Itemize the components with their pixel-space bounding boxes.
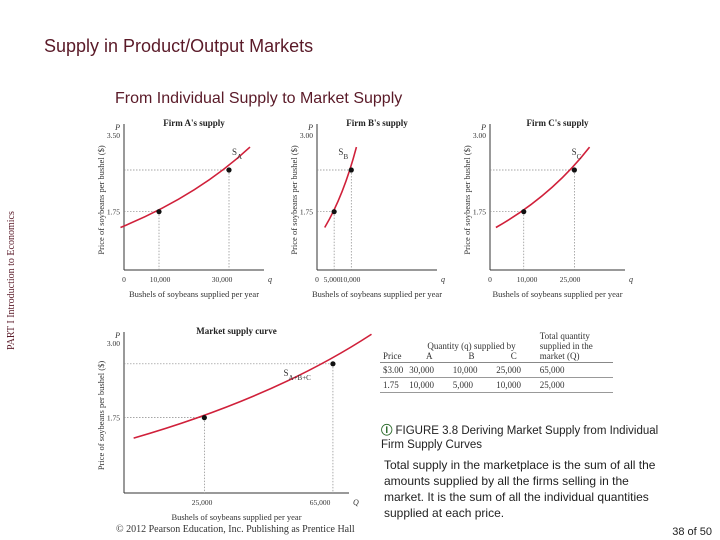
data-point bbox=[571, 167, 577, 173]
row-total: 25,000 bbox=[536, 377, 613, 393]
x-tick-label: 65,000 bbox=[310, 498, 331, 507]
x-axis-label: Bushels of soybeans supplied per year bbox=[312, 289, 442, 299]
chart-title: Firm C's supply bbox=[526, 118, 589, 128]
x-tick-label: 0 bbox=[488, 275, 492, 284]
col-price-header: Price bbox=[380, 330, 407, 363]
firm-b-header: B bbox=[468, 351, 475, 361]
firm-a-header: A bbox=[426, 351, 433, 361]
x-axis-symbol: q bbox=[268, 275, 272, 284]
x-tick-label: 10,000 bbox=[517, 275, 538, 284]
curve-label: SA+B+C bbox=[284, 368, 312, 382]
curve-label: SC bbox=[572, 147, 582, 161]
row-qty-a: 30,000 bbox=[406, 362, 450, 378]
figure-caption-text: FIGURE 3.8 Deriving Market Supply from I… bbox=[381, 425, 659, 451]
slide-number: 38 of 50 bbox=[672, 526, 712, 538]
supply-curve bbox=[324, 146, 358, 228]
supply-chart-3: Market supply curve P Q Bushels of soybeans… bbox=[96, 326, 372, 522]
y-tick-label: 3.00 bbox=[300, 131, 313, 140]
supply-curve bbox=[120, 146, 251, 229]
copyright-notice: © 2012 Pearson Education, Inc. Publishin… bbox=[116, 524, 355, 535]
y-tick-label: 1.75 bbox=[107, 208, 120, 217]
curve-label-subscript: B bbox=[343, 153, 348, 161]
quantity-group-header: Quantity (q) supplied by bbox=[427, 341, 516, 351]
curve-label-subscript: C bbox=[577, 153, 582, 161]
x-tick-label: 10,000 bbox=[340, 275, 361, 284]
supply-chart-0: Firm A's supply Pq Bushels of soybeans sup… bbox=[96, 118, 272, 299]
y-axis-label: Price of soybeans per bushel ($) bbox=[96, 145, 106, 254]
curve-label-subscript: A+B+C bbox=[289, 374, 312, 382]
supply-schedule-table: Price Quantity (q) supplied by A B C Tot… bbox=[380, 330, 620, 393]
y-tick-label: 1.75 bbox=[107, 414, 120, 423]
x-tick-label: 0 bbox=[122, 275, 126, 284]
slide-subtitle: From Individual Supply to Market Supply bbox=[115, 90, 403, 107]
supply-chart-2: Firm C's supply Pq Bushels of soybeans sup… bbox=[462, 118, 633, 299]
chart-title: Firm A's supply bbox=[163, 118, 225, 128]
x-tick-label: 30,000 bbox=[212, 275, 233, 284]
row-qty-c: 25,000 bbox=[493, 362, 537, 378]
y-axis-symbol: P bbox=[114, 123, 120, 132]
curve-label: SB bbox=[338, 147, 348, 161]
row-total: 65,000 bbox=[536, 362, 613, 378]
data-point bbox=[156, 209, 162, 215]
x-axis-label: Bushels of soybeans supplied per year bbox=[492, 289, 622, 299]
y-tick-label: 1.75 bbox=[473, 208, 486, 217]
firm-c-header: C bbox=[510, 351, 517, 361]
y-axis-label: Price of soybeans per bushel ($) bbox=[96, 361, 106, 470]
curve-label: SA bbox=[232, 147, 242, 161]
x-tick-label: 10,000 bbox=[150, 275, 171, 284]
chart-title: Firm B's supply bbox=[346, 118, 408, 128]
y-tick-label: 3.50 bbox=[107, 131, 120, 140]
data-point bbox=[201, 415, 207, 421]
table-row: $3.00 30,000 10,000 25,000 65,000 bbox=[380, 362, 613, 378]
supply-curve bbox=[495, 146, 591, 229]
data-point bbox=[330, 361, 336, 367]
y-tick-label: 1.75 bbox=[300, 208, 313, 217]
data-point bbox=[226, 167, 232, 173]
x-tick-label: 0 bbox=[315, 275, 319, 284]
figure-description: Total supply in the marketplace is the s… bbox=[384, 458, 656, 520]
y-axis-label: Price of soybeans per bushel ($) bbox=[289, 145, 299, 254]
supply-chart-1: Firm B's supply Pq Bushels of soybeans sup… bbox=[289, 118, 445, 299]
figure-caption: Ⓘ FIGURE 3.8 Deriving Market Supply from … bbox=[381, 424, 681, 452]
supply-curve bbox=[133, 333, 372, 439]
row-qty-b: 10,000 bbox=[449, 362, 494, 378]
row-price: $3.00 bbox=[380, 362, 407, 378]
y-tick-label: 3.00 bbox=[473, 131, 486, 140]
table-row: 1.75 10,000 5,000 10,000 25,000 bbox=[380, 377, 613, 393]
row-qty-a: 10,000 bbox=[406, 377, 450, 393]
y-axis-symbol: P bbox=[480, 123, 486, 132]
x-axis-symbol: Q bbox=[353, 498, 359, 507]
y-tick-label: 3.00 bbox=[107, 339, 120, 348]
x-axis-symbol: q bbox=[441, 275, 445, 284]
y-axis-symbol: P bbox=[307, 123, 313, 132]
data-point bbox=[521, 209, 527, 215]
x-tick-label: 5,000 bbox=[324, 275, 341, 284]
chart-title: Market supply curve bbox=[196, 326, 277, 336]
figure-icon: Ⓘ bbox=[381, 425, 393, 437]
x-axis-symbol: q bbox=[629, 275, 633, 284]
data-point bbox=[331, 209, 337, 215]
slide-title: Supply in Product/Output Markets bbox=[44, 36, 314, 56]
x-tick-label: 25,000 bbox=[192, 498, 213, 507]
row-qty-b: 5,000 bbox=[449, 377, 494, 393]
x-axis-label: Bushels of soybeans supplied per year bbox=[171, 512, 301, 522]
curve-label-subscript: A bbox=[237, 153, 242, 161]
x-tick-label: 25,000 bbox=[560, 275, 581, 284]
row-price: 1.75 bbox=[380, 377, 407, 393]
row-qty-c: 10,000 bbox=[493, 377, 537, 393]
total-quantity-header: Total quantity supplied in the market (Q… bbox=[536, 330, 613, 363]
y-axis-symbol: P bbox=[114, 331, 120, 340]
x-axis-label: Bushels of soybeans supplied per year bbox=[129, 289, 259, 299]
data-point bbox=[348, 167, 354, 173]
y-axis-label: Price of soybeans per bushel ($) bbox=[462, 145, 472, 254]
